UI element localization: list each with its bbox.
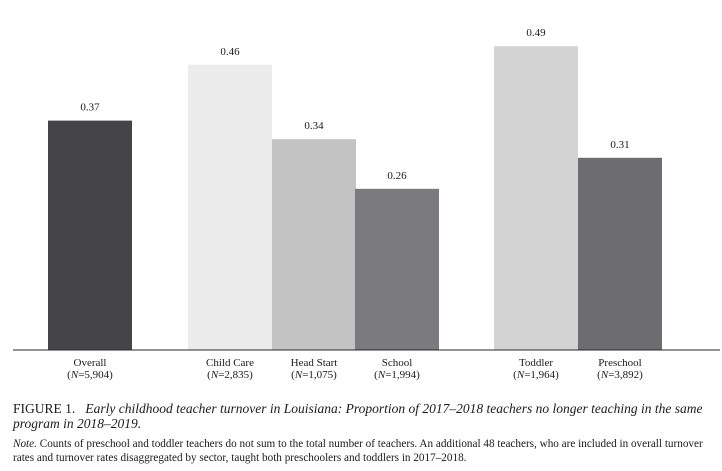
bar-toddler xyxy=(494,46,578,350)
category-label: Overall xyxy=(74,357,107,369)
bars-layer xyxy=(48,46,662,351)
category-label: Child Care xyxy=(206,357,254,369)
note-label: Note. xyxy=(13,438,37,450)
category-n-label: (N=3,892) xyxy=(597,369,643,381)
category-n-label: (N=2,835) xyxy=(207,369,253,381)
category-label: Preschool xyxy=(598,357,641,369)
bar-school xyxy=(355,188,439,350)
figure-title: Early childhood teacher turnover in Loui… xyxy=(13,401,703,431)
figure-label: FIGURE 1. xyxy=(13,401,76,416)
bar-child-care xyxy=(188,64,272,351)
category-labels-layer: Overall(N=5,904) Child Care(N=2,835) Head … xyxy=(67,357,643,381)
value-labels-layer: 0.37 0.46 0.34 0.26 0.49 0.31 xyxy=(80,27,629,182)
category-label: School xyxy=(382,357,413,369)
figure-caption: FIGURE 1. Early childhood teacher turnov… xyxy=(13,401,713,431)
bar-overall xyxy=(48,120,132,350)
category-n-label: (N=1,075) xyxy=(291,369,337,381)
value-label: 0.26 xyxy=(387,170,407,182)
note-text: Counts of preschool and toddler teachers… xyxy=(13,438,703,464)
value-label: 0.31 xyxy=(610,139,629,151)
value-label: 0.49 xyxy=(526,27,546,39)
category-n-label: (N=1,994) xyxy=(374,369,420,381)
value-label: 0.46 xyxy=(220,46,240,58)
category-label: Toddler xyxy=(519,357,553,369)
bar-head-start xyxy=(272,139,356,350)
category-label: Head Start xyxy=(291,357,338,369)
bar-preschool xyxy=(578,157,662,350)
value-label: 0.34 xyxy=(304,120,324,132)
category-n-label: (N=5,904) xyxy=(67,369,113,381)
bar-chart: 0.37 0.46 0.34 0.26 0.49 0.31 Overall(N=5,904… xyxy=(13,27,720,381)
figure-note: Note. Counts of preschool and toddler te… xyxy=(13,437,718,465)
value-label: 0.37 xyxy=(80,102,100,114)
category-n-label: (N=1,964) xyxy=(513,369,559,381)
